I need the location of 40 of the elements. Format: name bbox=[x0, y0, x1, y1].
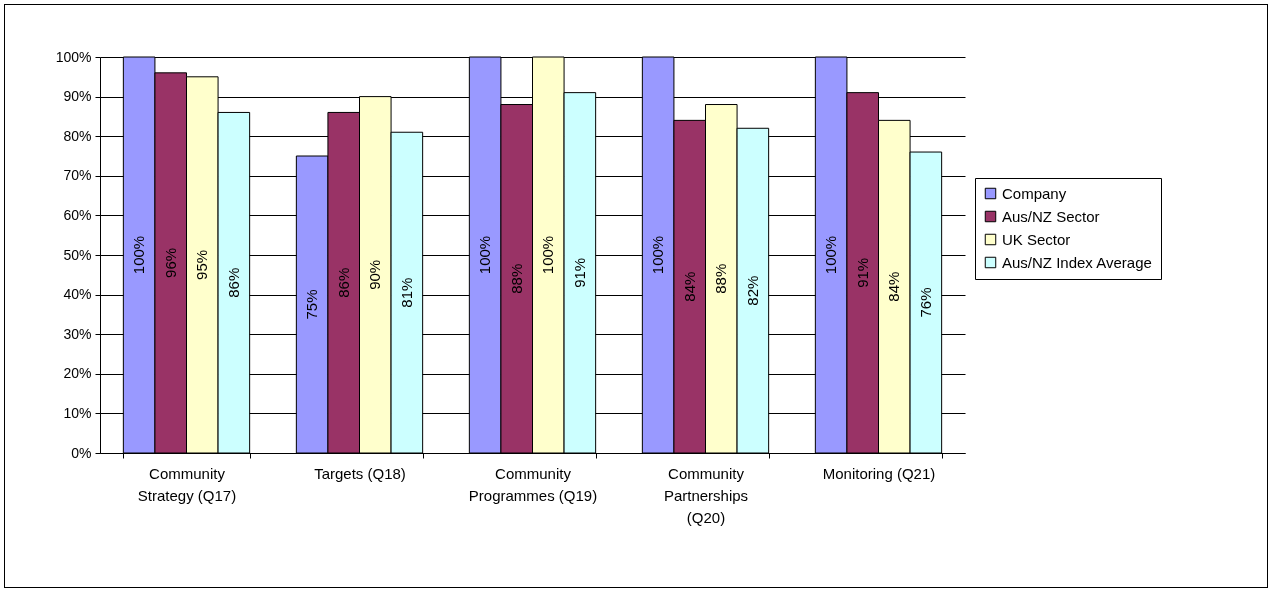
data-label: 84% bbox=[680, 271, 698, 302]
x-tick-label: Targets (Q18) bbox=[314, 464, 406, 482]
y-tick-label: 90% bbox=[63, 88, 92, 105]
data-label: 100% bbox=[539, 235, 557, 275]
data-label: 75% bbox=[303, 289, 321, 320]
legend-label: Aus/NZ Index Average bbox=[1002, 253, 1152, 271]
data-label: 100% bbox=[822, 235, 840, 275]
data-label: 91% bbox=[853, 257, 871, 288]
legend-label: Aus/NZ Sector bbox=[1002, 207, 1100, 225]
data-label: 88% bbox=[712, 263, 730, 294]
data-label: 88% bbox=[507, 263, 525, 294]
data-label: 100% bbox=[130, 235, 148, 275]
data-label: 84% bbox=[885, 271, 903, 302]
data-label: 82% bbox=[743, 275, 761, 306]
y-tick-label: 70% bbox=[63, 167, 92, 184]
x-tick-label: Community Strategy (Q17) bbox=[137, 464, 237, 504]
y-tick-label: 50% bbox=[63, 246, 92, 263]
y-tick-label: 40% bbox=[63, 286, 92, 303]
y-tick-label: 20% bbox=[63, 365, 92, 382]
x-tick-label: Community Partnerships (Q20) bbox=[663, 464, 749, 526]
data-label: 81% bbox=[397, 277, 415, 308]
y-tick-label: 100% bbox=[55, 48, 92, 65]
legend-label: Company bbox=[1002, 184, 1067, 202]
x-tick-label: Monitoring (Q21) bbox=[822, 464, 936, 482]
y-tick-label: 30% bbox=[63, 325, 92, 342]
data-label: 91% bbox=[570, 257, 588, 288]
y-tick-label: 0% bbox=[71, 444, 92, 461]
data-label: 76% bbox=[916, 287, 934, 318]
data-label: 86% bbox=[224, 267, 242, 298]
y-tick-label: 80% bbox=[63, 127, 92, 144]
y-tick-label: 10% bbox=[63, 404, 92, 421]
y-tick-label: 60% bbox=[63, 206, 92, 223]
data-label: 95% bbox=[193, 249, 211, 280]
data-label: 96% bbox=[161, 247, 179, 278]
data-label: 90% bbox=[366, 259, 384, 290]
data-label: 100% bbox=[476, 235, 494, 275]
data-label: 100% bbox=[649, 235, 667, 275]
data-label: 86% bbox=[334, 267, 352, 298]
legend-label: UK Sector bbox=[1002, 230, 1071, 248]
x-tick-label: Community Programmes (Q19) bbox=[468, 464, 598, 504]
